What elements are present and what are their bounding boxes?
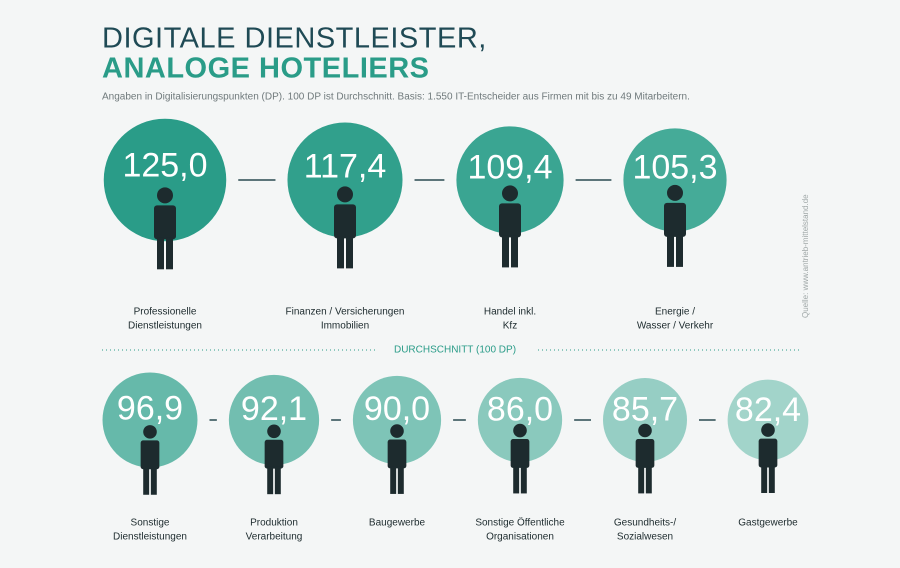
icon-body bbox=[140, 440, 160, 470]
value-label: 96,9 bbox=[117, 389, 183, 427]
icon-leg bbox=[645, 466, 652, 494]
value-label: 109,4 bbox=[467, 148, 552, 186]
category-label: Energie / bbox=[655, 307, 695, 318]
reference-label: DURCHSCHNITT (100 DP) bbox=[394, 345, 516, 356]
category-label: Gesundheits-/ bbox=[614, 518, 676, 529]
value-circle bbox=[456, 126, 564, 234]
icon-leg bbox=[346, 236, 353, 269]
icon-head bbox=[337, 186, 353, 203]
person-icon bbox=[664, 184, 686, 267]
icon-leg bbox=[267, 466, 274, 495]
value-circle bbox=[103, 118, 227, 242]
title-line: DIGITALE DIENSTLEISTER, bbox=[102, 23, 487, 55]
source: Quelle: www.antrieb-mittelstand.de bbox=[801, 194, 810, 318]
category-label: Immobilien bbox=[321, 321, 369, 332]
category-label: Organisationen bbox=[486, 532, 554, 543]
category-label: Sonstige Öffentliche bbox=[475, 517, 565, 529]
person-icon bbox=[154, 187, 176, 270]
value-label: 117,4 bbox=[304, 147, 387, 185]
icon-body bbox=[510, 439, 530, 468]
category-label: Sozialwesen bbox=[617, 532, 673, 543]
subtitle: Angaben in Digitalisierungspunkten (DP).… bbox=[102, 92, 690, 103]
value-label: 92,1 bbox=[241, 390, 307, 428]
icon-leg bbox=[157, 237, 164, 270]
person-icon bbox=[758, 423, 778, 493]
icon-leg bbox=[768, 465, 775, 493]
icon-leg bbox=[667, 234, 674, 267]
category-label: Handel inkl. bbox=[484, 307, 536, 318]
person-icon bbox=[140, 425, 160, 495]
icon-leg bbox=[337, 236, 344, 269]
person-icon bbox=[510, 423, 530, 494]
value-label: 90,0 bbox=[364, 390, 430, 428]
value-circle bbox=[603, 378, 687, 462]
value-circle bbox=[228, 374, 320, 466]
icon-body bbox=[264, 439, 284, 469]
icon-head bbox=[267, 424, 281, 439]
icon-head bbox=[390, 424, 404, 438]
icon-body bbox=[635, 438, 655, 468]
value-label: 82,4 bbox=[735, 391, 801, 429]
value-circle bbox=[352, 375, 442, 465]
value-label: 85,7 bbox=[612, 391, 678, 429]
icon-leg bbox=[520, 466, 527, 494]
icon-leg bbox=[274, 466, 281, 495]
icon-head bbox=[143, 425, 157, 439]
person-icon bbox=[387, 424, 407, 494]
value-label: 86,0 bbox=[487, 391, 553, 429]
category-label: Sonstige bbox=[131, 518, 170, 529]
category-label: Produktion bbox=[250, 518, 298, 529]
person-icon bbox=[499, 185, 521, 268]
category-label: Dienstleistungen bbox=[128, 321, 202, 332]
value-label: 105,3 bbox=[632, 149, 717, 187]
reference-label-bg bbox=[375, 342, 535, 358]
icon-leg bbox=[143, 467, 150, 495]
icon-head bbox=[667, 184, 683, 201]
icon-head bbox=[638, 423, 652, 438]
icon-leg bbox=[513, 466, 520, 494]
category-label: Wasser / Verkehr bbox=[637, 321, 714, 332]
value-circle bbox=[623, 128, 727, 232]
category-label: Dienstleistungen bbox=[113, 532, 187, 543]
icon-leg bbox=[761, 465, 768, 493]
icon-body bbox=[499, 203, 521, 238]
title-line: ANALOGE HOTELIERS bbox=[102, 53, 430, 85]
value-circle bbox=[727, 379, 809, 461]
category-label: Verarbeitung bbox=[246, 532, 303, 543]
icon-head bbox=[502, 185, 518, 202]
icon-leg bbox=[150, 467, 157, 495]
category-label: Professionelle bbox=[134, 307, 197, 318]
value-circle bbox=[287, 122, 403, 238]
icon-head bbox=[157, 187, 173, 204]
icon-body bbox=[154, 205, 176, 240]
icon-body bbox=[334, 204, 356, 239]
icon-head bbox=[761, 423, 775, 437]
icon-leg bbox=[502, 235, 509, 268]
icon-leg bbox=[511, 235, 518, 268]
icon-leg bbox=[638, 466, 645, 494]
icon-leg bbox=[676, 234, 683, 267]
category-label: Gastgewerbe bbox=[738, 518, 798, 529]
value-circle bbox=[477, 377, 563, 463]
person-icon bbox=[264, 424, 284, 495]
category-label: Kfz bbox=[503, 321, 517, 332]
person-icon bbox=[334, 186, 356, 269]
category-label: Baugewerbe bbox=[369, 518, 426, 529]
icon-body bbox=[387, 439, 407, 469]
icon-body bbox=[664, 202, 686, 237]
value-circle bbox=[102, 372, 198, 468]
person-icon bbox=[635, 423, 655, 494]
icon-leg bbox=[390, 466, 397, 494]
icon-leg bbox=[397, 466, 404, 494]
icon-leg bbox=[166, 237, 173, 270]
category-label: Finanzen / Versicherungen bbox=[286, 307, 405, 318]
value-label: 125,0 bbox=[122, 147, 207, 185]
icon-body bbox=[758, 438, 778, 468]
icon-head bbox=[513, 423, 527, 438]
